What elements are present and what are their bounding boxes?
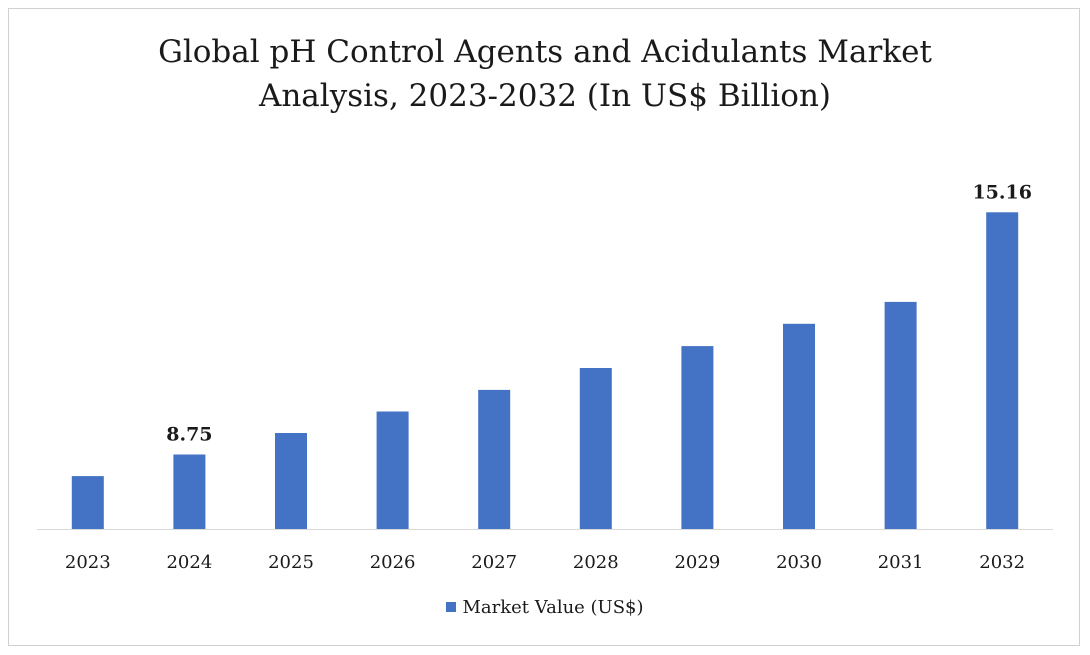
chart-title-line-1: Global pH Control Agents and Acidulants …	[158, 34, 932, 70]
bar-2023	[71, 476, 104, 529]
data-label: 15.16	[972, 181, 1032, 203]
bar-2032	[986, 212, 1019, 530]
bar-2029	[681, 346, 714, 529]
x-tick-label: 2025	[268, 552, 314, 573]
x-tick-label: 2028	[573, 552, 619, 573]
bar-2027	[478, 389, 511, 529]
bar-2024	[173, 454, 206, 529]
x-tick-label: 2023	[65, 552, 111, 573]
x-tick-label: 2031	[878, 552, 924, 573]
bar-2030	[783, 323, 815, 529]
chart-title: Global pH Control Agents and Acidulants …	[0, 30, 1090, 118]
legend-label: Market Value (US$)	[462, 597, 644, 618]
bar-2025	[275, 433, 307, 529]
x-tick-label: 2032	[979, 552, 1025, 573]
chart-title-line-2: Analysis, 2023-2032 (In US$ Billion)	[258, 78, 832, 114]
bar-2031	[884, 301, 917, 529]
legend-swatch	[446, 602, 457, 612]
bar-2028	[579, 368, 612, 529]
legend: Market Value (US$)	[0, 597, 1090, 618]
x-tick-label: 2024	[166, 552, 212, 573]
x-tick-label: 2027	[471, 552, 517, 573]
data-label: 8.75	[166, 424, 212, 446]
x-tick-label: 2029	[674, 552, 720, 573]
x-tick-label: 2026	[370, 552, 416, 573]
bar-2026	[376, 411, 409, 529]
x-tick-label: 2030	[776, 552, 822, 573]
